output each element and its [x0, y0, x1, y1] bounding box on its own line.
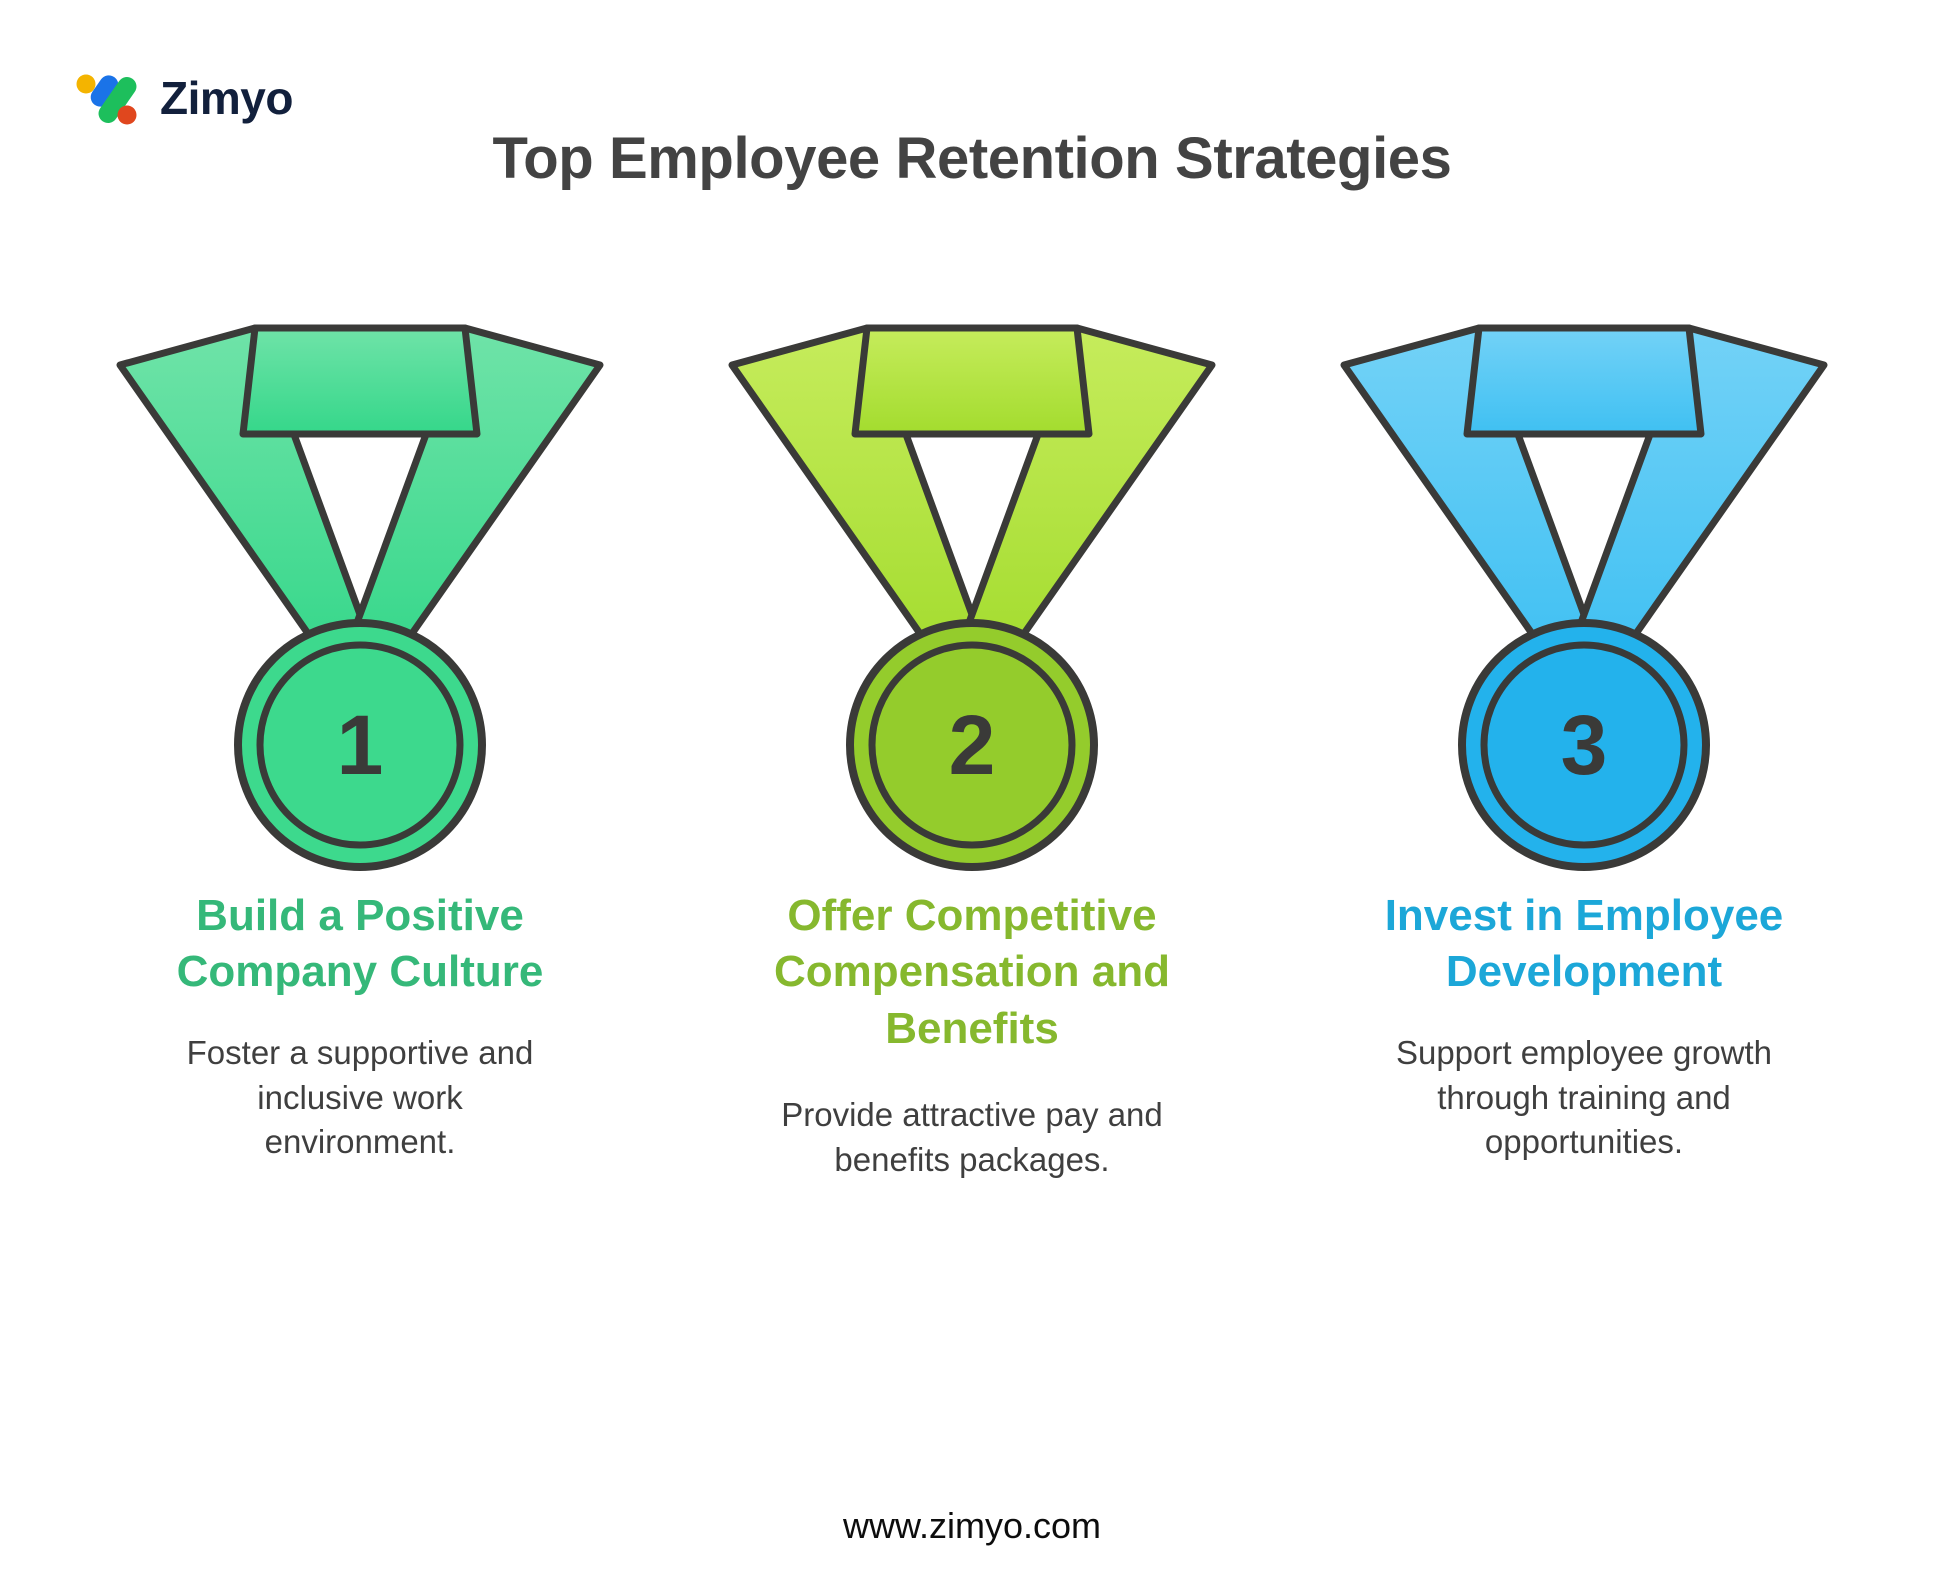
- medal-ribbon-icon: 2: [728, 324, 1216, 871]
- card-body-2: Provide attractive pay and benefits pack…: [781, 1095, 1163, 1178]
- zimyo-percent-mark-icon: [76, 74, 137, 125]
- medal-rank-number: 3: [1561, 698, 1608, 792]
- card-heading-2: Offer Competitive Compensation and Benef…: [773, 891, 1171, 1053]
- strategy-cards: 1 Build a Positive Company Culture Foste…: [80, 320, 1864, 1183]
- medal-2: 2: [717, 320, 1227, 880]
- card-body-3: Support employee growth through training…: [1395, 1033, 1773, 1161]
- brand-logo: Zimyo: [70, 62, 293, 134]
- card-heading-1: Build a Positive Company Culture: [176, 891, 544, 997]
- medal-1: 1: [105, 320, 615, 880]
- strategy-card-1: 1 Build a Positive Company Culture Foste…: [80, 320, 640, 1165]
- medal-rank-number: 1: [337, 698, 384, 792]
- medal-ribbon-icon: 3: [1340, 324, 1828, 871]
- strategy-card-3: 3 Invest in Employee Development Support…: [1304, 320, 1864, 1165]
- page-title: Top Employee Retention Strategies: [492, 126, 1452, 191]
- medal-ribbon-icon: 1: [116, 324, 604, 871]
- card-heading-3: Invest in Employee Development: [1384, 891, 1784, 997]
- footer-website[interactable]: www.zimyo.com: [842, 1505, 1102, 1546]
- medal-3: 3: [1329, 320, 1839, 880]
- brand-wordmark: Zimyo: [160, 72, 293, 124]
- medal-rank-number: 2: [949, 698, 996, 792]
- strategy-card-2: 2 Offer Competitive Compensation and Ben…: [692, 320, 1252, 1183]
- card-body-1: Foster a supportive and inclusive work e…: [186, 1033, 534, 1161]
